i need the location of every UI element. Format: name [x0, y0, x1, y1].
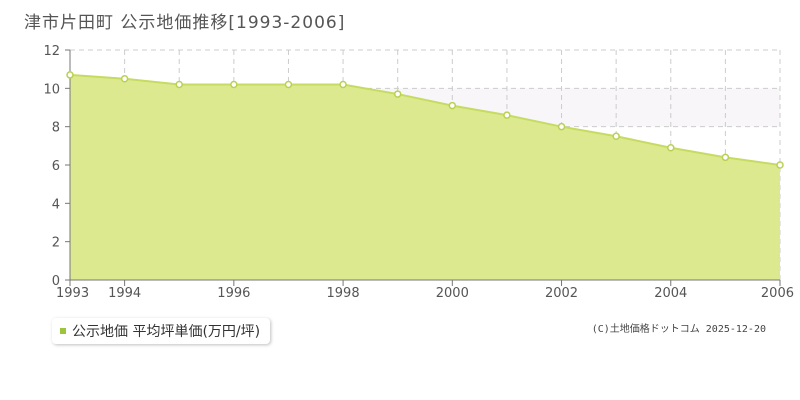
x-tick-label: 1996: [217, 286, 250, 301]
data-point: [66, 71, 74, 79]
data-point: [339, 80, 347, 89]
x-tick-label: 2002: [545, 286, 578, 301]
data-point: [503, 111, 511, 119]
data-point: [612, 132, 620, 140]
legend-label: 公示地価 平均坪単価(万円/坪): [72, 324, 261, 340]
x-tick-label: 2006: [761, 286, 794, 301]
copyright: (C)土地価格ドットコム 2025-12-20: [591, 324, 766, 335]
x-tick-label: 1998: [327, 286, 360, 301]
data-point: [230, 80, 238, 89]
data-point: [175, 80, 183, 89]
y-tick-label: 6: [52, 159, 60, 174]
x-tick-label: 2004: [654, 286, 687, 301]
y-tick-label: 8: [52, 121, 60, 136]
series-line: [69, 73, 781, 166]
y-tick-label: 10: [43, 82, 60, 97]
legend: 公示地価 平均坪単価(万円/坪): [52, 318, 271, 344]
x-tick-label: 2000: [436, 286, 469, 301]
data-point: [120, 75, 129, 83]
y-tick-label: 0: [52, 274, 60, 289]
data-point: [284, 80, 293, 89]
y-tick-label: 12: [43, 44, 60, 59]
x-tick-label: 1994: [108, 286, 141, 301]
y-tick-label: 2: [52, 236, 60, 251]
data-point: [557, 122, 566, 131]
chart-title: 津市片田町 公示地価推移[1993-2006]: [24, 13, 346, 33]
data-point: [448, 101, 457, 110]
y-tick-label: 4: [52, 197, 60, 212]
data-point: [776, 161, 784, 169]
data-point: [667, 144, 675, 152]
data-point: [721, 153, 730, 162]
x-tick-label: 1993: [56, 286, 89, 301]
legend-swatch-icon: [60, 328, 66, 334]
series-area: [70, 74, 780, 281]
data-point: [393, 90, 402, 98]
